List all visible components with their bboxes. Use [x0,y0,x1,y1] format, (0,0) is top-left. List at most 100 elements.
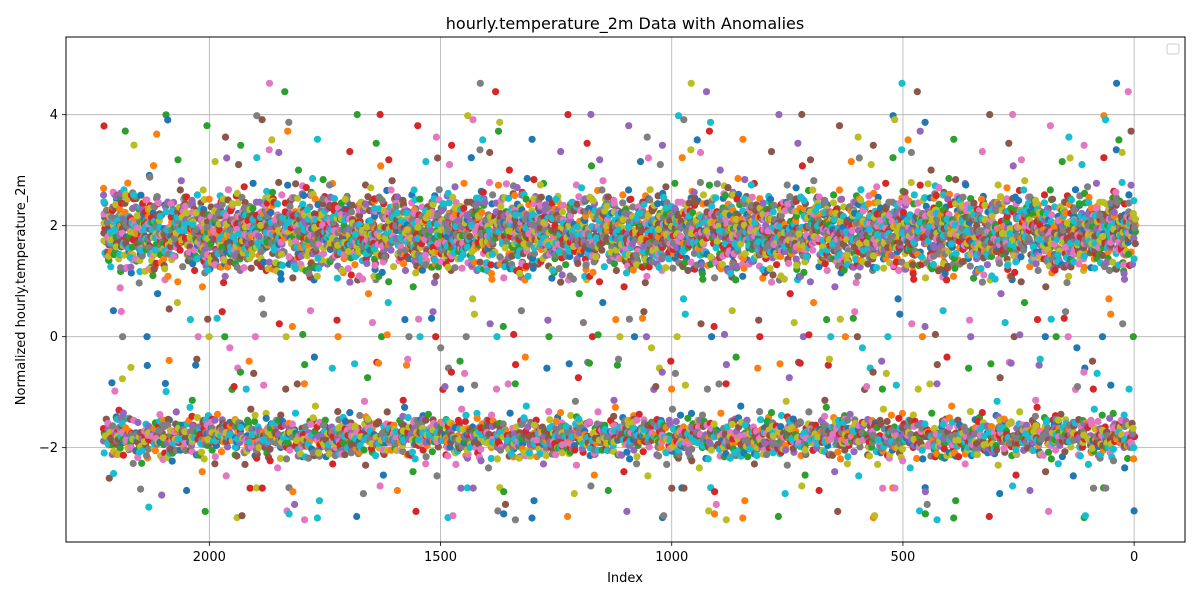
data-point [496,118,504,126]
data-point [326,181,334,189]
data-point [619,191,627,199]
data-point [703,385,712,393]
data-point [462,333,470,341]
data-point [348,208,356,216]
data-point [221,333,229,341]
data-point [192,361,200,369]
data-point [165,305,173,313]
data-point [705,127,714,135]
data-point [363,259,371,267]
data-point [610,412,618,420]
data-point [625,315,634,323]
data-point [289,274,297,282]
data-point [364,374,372,382]
data-point [151,447,159,455]
data-point [404,414,412,422]
data-point [422,416,430,424]
data-point [109,422,117,430]
data-point [434,154,442,162]
data-point [522,402,530,410]
data-point [372,452,380,460]
data-point [137,191,145,199]
data-point [705,181,714,189]
data-point [427,226,435,234]
data-point [679,295,688,303]
data-point [411,455,419,463]
data-point [511,380,519,388]
data-point [702,88,711,96]
data-point [266,457,274,465]
data-point [143,196,151,204]
data-point [266,445,274,453]
data-point [205,195,213,203]
data-point [680,484,688,492]
data-point [291,409,300,417]
data-point [325,450,333,458]
data-point [671,179,679,187]
data-point [658,141,667,149]
data-point [315,264,323,272]
data-point [469,484,477,492]
data-point [143,333,151,341]
data-point [668,405,677,413]
data-point [299,330,307,339]
data-point [643,133,651,141]
data-point [562,423,570,431]
data-point [183,486,191,495]
data-point [632,251,640,259]
data-point [640,200,648,209]
data-point [233,452,241,460]
data-point [328,364,336,372]
data-point [459,251,467,259]
data-point [444,263,452,271]
data-point [504,380,512,388]
data-point [130,191,138,199]
data-point [462,411,470,419]
data-point [330,195,338,203]
data-point [305,269,313,277]
data-point [425,209,433,217]
data-point [636,209,644,217]
data-point [416,333,424,341]
data-point [636,158,645,166]
data-point [124,179,132,187]
data-point [410,186,418,194]
data-point [697,320,705,328]
data-point [494,127,503,135]
data-point [536,450,544,458]
data-point [193,414,201,422]
data-point [230,383,238,391]
data-point [194,333,202,341]
data-point [277,275,285,283]
data-point [286,202,294,210]
data-point [277,250,286,258]
data-point [626,455,634,463]
data-point [134,418,142,427]
data-point [501,500,510,508]
data-point [707,446,716,454]
data-point [137,485,145,493]
data-point [467,154,475,162]
data-point [623,448,631,456]
data-point [273,200,282,208]
data-point [585,418,594,426]
data-point [500,274,508,282]
data-point [460,179,468,187]
data-point [461,417,469,426]
data-point [383,331,391,339]
data-point [684,414,692,422]
data-point [530,497,538,505]
data-point [594,331,602,339]
data-point [710,322,718,331]
data-point [510,330,518,339]
data-point [145,503,153,511]
data-point [309,414,317,422]
data-point [368,319,377,327]
data-point [642,333,651,341]
data-point [704,455,712,463]
data-point [505,166,513,174]
data-point [557,278,565,286]
data-point [275,178,283,187]
data-point [158,491,166,499]
data-point [135,279,143,287]
